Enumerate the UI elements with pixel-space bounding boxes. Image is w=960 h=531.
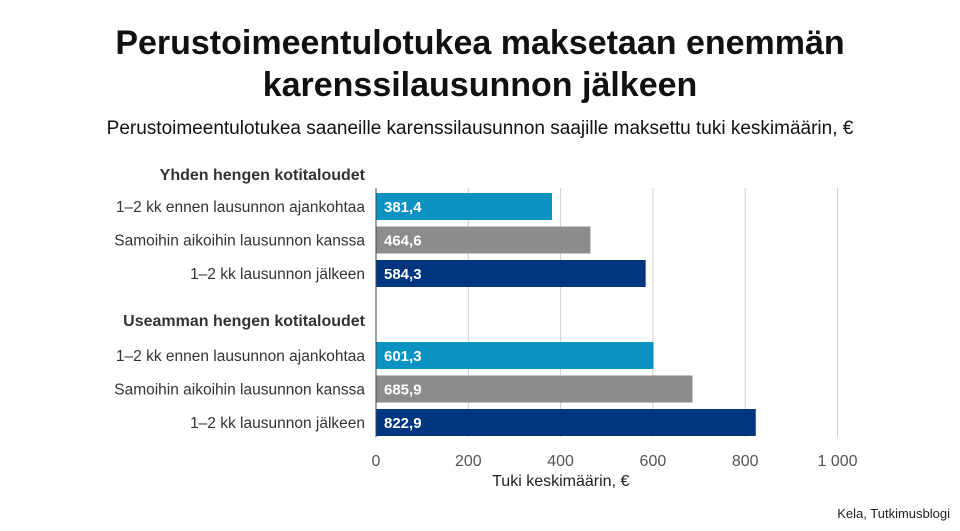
value-label: 601,3 xyxy=(384,348,422,365)
category-label: Samoihin aikoihin lausunnon kanssa xyxy=(114,382,365,399)
category-label: 1–2 kk ennen lausunnon ajankohtaa xyxy=(116,199,365,216)
x-tick-label: 400 xyxy=(547,453,574,470)
bars xyxy=(376,193,756,436)
value-label: 381,4 xyxy=(384,199,422,216)
value-label: 685,9 xyxy=(384,382,422,399)
bar xyxy=(376,409,756,436)
category-label: 1–2 kk lausunnon jälkeen xyxy=(190,266,365,283)
bar xyxy=(376,375,693,403)
group-header: Yhden hengen kotitaloudet xyxy=(160,167,366,184)
x-axis: 0 200 400 600 800 1 000 Tuki keskimäärin, € xyxy=(372,188,858,490)
chart-subtitle: Perustoimeentulotukea saaneille karenssi… xyxy=(106,118,854,139)
source-credit: Kela, Tutkimusblogi xyxy=(837,506,950,521)
bar xyxy=(376,226,591,254)
labels: Yhden hengen kotitaloudet 1–2 kk ennen la… xyxy=(114,167,422,432)
chart-title-line-2: karenssilausunnon jälkeen xyxy=(262,66,698,104)
value-label: 822,9 xyxy=(384,415,422,432)
x-tick-label: 600 xyxy=(640,453,667,470)
group-header: Useamman hengen kotitaloudet xyxy=(123,313,365,330)
value-label: 584,3 xyxy=(384,266,422,283)
category-label: Samoihin aikoihin lausunnon kanssa xyxy=(114,233,365,250)
bar xyxy=(376,193,553,220)
category-label: 1–2 kk lausunnon jälkeen xyxy=(190,415,365,432)
x-tick-label: 200 xyxy=(455,453,482,470)
bar xyxy=(376,260,646,287)
bar xyxy=(376,342,654,369)
x-tick-label: 800 xyxy=(732,453,759,470)
x-tick-label: 1 000 xyxy=(817,453,857,470)
x-axis-label: Tuki keskimäärin, € xyxy=(492,473,629,490)
category-label: 1–2 kk ennen lausunnon ajankohtaa xyxy=(116,348,365,365)
value-label: 464,6 xyxy=(384,233,422,250)
x-tick-label: 0 xyxy=(372,453,381,470)
chart-title-line-1: Perustoimeentulotukea maksetaan enemmän xyxy=(115,24,845,62)
